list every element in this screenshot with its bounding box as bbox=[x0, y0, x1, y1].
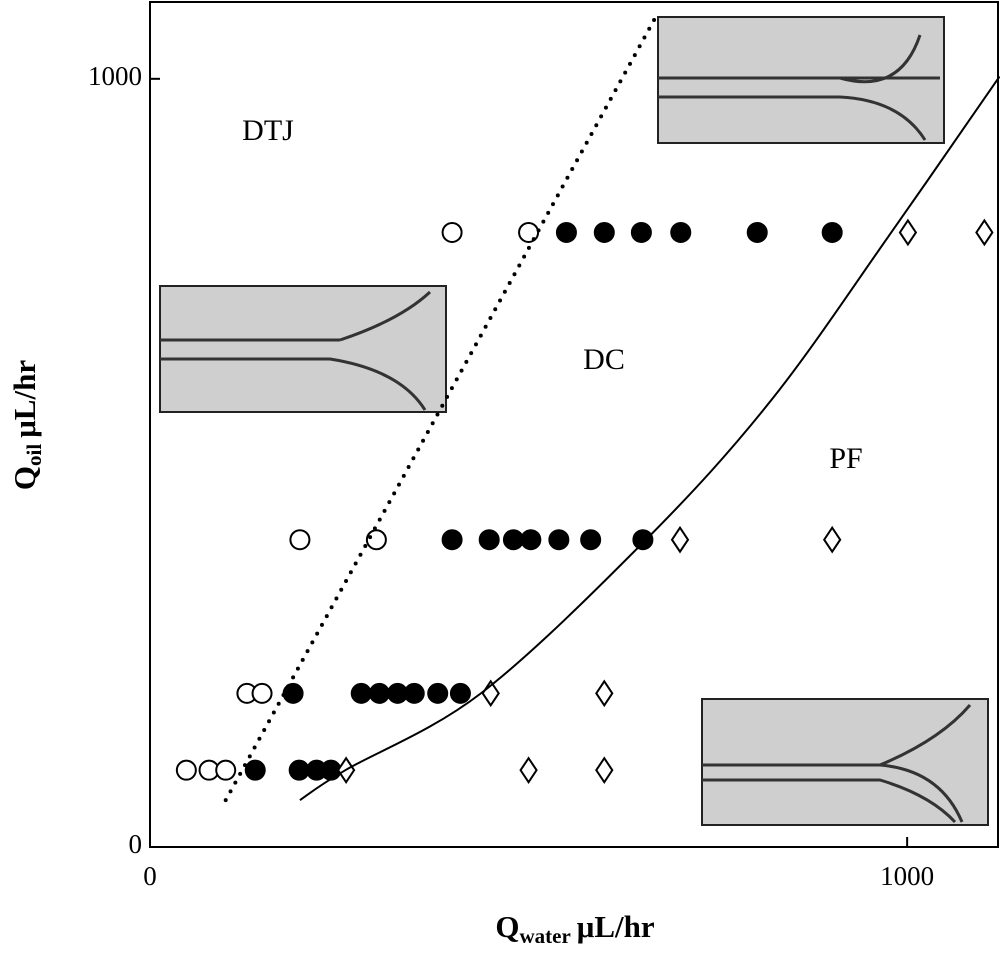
filled-circle-point bbox=[441, 529, 463, 551]
y-tick-label: 1000 bbox=[88, 61, 142, 91]
filled-circle-point bbox=[368, 682, 390, 704]
diamond-point bbox=[519, 756, 538, 784]
filled-circle-point bbox=[403, 682, 425, 704]
open-circle-point bbox=[251, 682, 273, 704]
filled-circle-point bbox=[427, 682, 449, 704]
filled-circle-point bbox=[548, 529, 570, 551]
diamond-point bbox=[898, 218, 918, 247]
open-circle-point bbox=[441, 221, 463, 243]
filled-circle-point bbox=[630, 221, 652, 243]
filled-circle-point bbox=[593, 221, 615, 243]
filled-circle-point bbox=[746, 221, 768, 243]
diamond-point bbox=[670, 525, 690, 554]
inset-middle bbox=[159, 285, 447, 413]
filled-circle-point bbox=[821, 221, 843, 243]
x-axis-label: Qwater μL/hr bbox=[495, 909, 655, 948]
y-tick-label: 0 bbox=[129, 829, 143, 859]
filled-circle-point bbox=[670, 221, 692, 243]
filled-circle-point bbox=[244, 759, 266, 781]
filled-circle-point bbox=[350, 682, 372, 704]
x-tick-label: 1000 bbox=[880, 861, 934, 891]
region-label: DTJ bbox=[242, 114, 294, 147]
region-label: PF bbox=[829, 442, 862, 475]
y-axis-label: QoilμL/hr bbox=[7, 360, 46, 490]
diamond-point bbox=[595, 679, 614, 708]
region-label: DC bbox=[583, 343, 625, 376]
filled-circle-point bbox=[632, 529, 654, 551]
open-circle-point bbox=[215, 759, 237, 781]
x-tick-label: 0 bbox=[143, 861, 157, 891]
diamond-point bbox=[822, 525, 842, 554]
filled-circle-point bbox=[288, 759, 310, 781]
filled-circle-point bbox=[478, 529, 500, 551]
filled-circle-point bbox=[449, 682, 471, 704]
filled-circle-point bbox=[502, 529, 524, 551]
diamond-point bbox=[595, 756, 614, 784]
open-circle-point bbox=[175, 759, 197, 781]
filled-circle-point bbox=[555, 221, 577, 243]
plot-frame bbox=[149, 1, 999, 848]
diamond-point bbox=[975, 218, 994, 247]
solid-line bbox=[299, 75, 1000, 801]
filled-circle-point bbox=[580, 529, 602, 551]
open-circle-point bbox=[289, 529, 311, 551]
dotted-line bbox=[223, 10, 661, 803]
open-circle-point bbox=[365, 529, 387, 551]
inset-bottom bbox=[701, 698, 989, 826]
filled-circle-point bbox=[520, 529, 542, 551]
inset-top bbox=[657, 16, 945, 144]
